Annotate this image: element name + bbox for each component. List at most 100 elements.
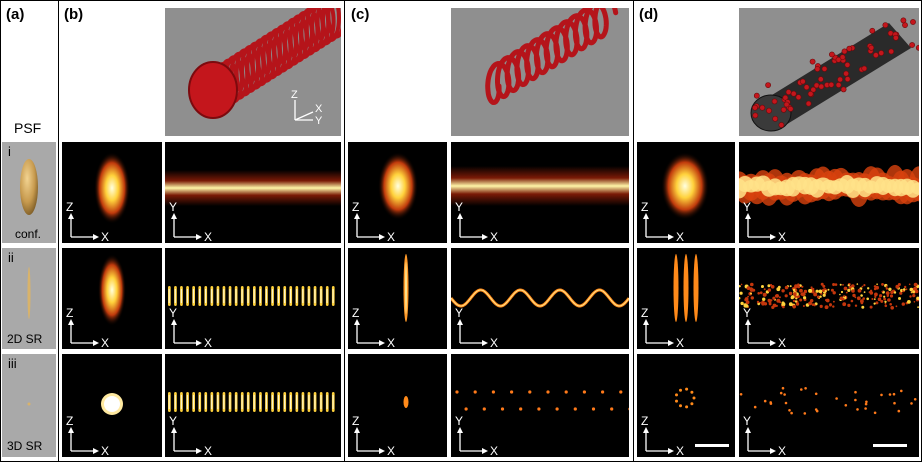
panel-label-b: (b) [64, 6, 84, 23]
confocal-psf-icon [20, 159, 38, 215]
axis-z-label: Z [66, 200, 73, 214]
panel-c-iii-zx [348, 354, 447, 457]
2d-sr-psf-icon [27, 267, 31, 319]
row-name: 3D SR [7, 439, 43, 453]
axis-y-label: Y [743, 414, 751, 428]
row-name: conf. [15, 227, 42, 241]
axis-y-label: Y [743, 200, 751, 214]
axis-x-label: X [387, 444, 395, 455]
axis-x-label: X [490, 230, 498, 241]
axis-x-label: X [778, 336, 786, 347]
axis-x-label: X [204, 230, 212, 241]
axis-x-label: X [101, 336, 109, 347]
axis-y-label: Y [743, 306, 751, 320]
bead-tube-icon [750, 17, 919, 132]
axis-indicator: YX [743, 414, 786, 455]
axis-indicator: ZX [66, 200, 109, 241]
psf-cell-conf: i conf. [2, 142, 56, 243]
axis-x-label: X [204, 444, 212, 455]
axis-x-label: X [676, 444, 684, 455]
axis-indicator: YX [455, 200, 498, 241]
axis-x-label: X [387, 230, 395, 241]
row-tag: ii [8, 250, 14, 265]
solid-tube-icon: Z X Y [188, 8, 341, 127]
axis-indicator: ZX [66, 414, 109, 455]
axis-y-label: Y [455, 306, 463, 320]
axis-indicator: ZX [352, 200, 395, 241]
axis-x-label: X [204, 336, 212, 347]
render-solid-tube: Z X Y [165, 8, 341, 136]
axis-indicator: YX [169, 414, 212, 455]
axis-z-label: Z [66, 306, 73, 320]
axis-indicator: YX [169, 200, 212, 241]
render-helix [451, 8, 629, 136]
panel-b-ii-zx [62, 248, 162, 349]
panel-label-c: (c) [351, 6, 370, 23]
axis-indicator: ZX [641, 414, 684, 455]
axis-indicator: ZX [641, 200, 684, 241]
panel-label-d: (d) [639, 6, 659, 23]
axis-indicator: YX [455, 414, 498, 455]
panel-d-iii-zx [637, 354, 735, 457]
axis-x-label: X [101, 230, 109, 241]
axis-x-label: X [676, 230, 684, 241]
3d-sr-psf-icon [27, 402, 31, 406]
psf-heading: PSF [14, 120, 42, 136]
panel-label-a: (a) [6, 6, 25, 23]
axis-indicator: ZX [352, 306, 395, 347]
axis-x-label: X [676, 336, 684, 347]
panel-d-iii-yx [739, 354, 919, 457]
axis-z-label: Z [641, 414, 648, 428]
panel-b-i-yx [165, 142, 341, 243]
column-divider-c [633, 0, 634, 462]
axis-x-label: X [778, 230, 786, 241]
panel-c-ii-zx [348, 248, 447, 349]
panel-c-i-yx [451, 142, 629, 243]
panel-d-ii-zx [637, 248, 735, 349]
row-name: 2D SR [7, 332, 43, 346]
axis-z-label: Z [66, 414, 73, 428]
axis-z-label: Z [291, 89, 298, 101]
axis-indicator: YX [169, 306, 212, 347]
panel-b-ii-yx [165, 248, 341, 349]
row-tag: i [8, 144, 11, 159]
column-divider-b [344, 0, 345, 462]
axis-x-label: X [387, 336, 395, 347]
panel-b-i-zx [62, 142, 162, 243]
panel-b-iii-zx [62, 354, 162, 457]
panel-b-iii-yx [165, 354, 341, 457]
panel-c-i-zx [348, 142, 447, 243]
panel-c-ii-yx [451, 248, 629, 349]
axis-y-label: Y [315, 115, 323, 127]
axis-indicator: ZX [641, 306, 684, 347]
psf-cell-3dsr: iii 3D SR [2, 354, 56, 457]
axis-y-label: Y [169, 200, 177, 214]
axis-indicator: ZX [352, 414, 395, 455]
axis-z-label: Z [641, 200, 648, 214]
axis-x-label: X [490, 444, 498, 455]
panel-d-i-zx [637, 142, 735, 243]
axis-x-label: X [778, 444, 786, 455]
axis-indicator: YX [743, 200, 786, 241]
column-divider-a [58, 0, 59, 462]
axis-z-label: Z [352, 306, 359, 320]
axis-z-label: Z [352, 414, 359, 428]
axis-x-label: X [490, 336, 498, 347]
axis-indicator: YX [743, 306, 786, 347]
row-tag: iii [8, 356, 17, 371]
axis-y-label: Y [455, 414, 463, 428]
axis-z-label: Z [352, 200, 359, 214]
psf-cell-2dsr: ii 2D SR [2, 248, 56, 349]
axis-y-label: Y [455, 200, 463, 214]
axis-indicator: YX [455, 306, 498, 347]
panel-d-ii-yx [739, 248, 919, 349]
panel-d-i-yx [739, 142, 919, 243]
render-beads [739, 8, 919, 136]
axis-z-label: Z [641, 306, 648, 320]
axis-y-label: Y [169, 414, 177, 428]
axis-x-label: X [315, 103, 323, 115]
helix-tube-icon [485, 8, 619, 106]
panel-c-iii-yx [451, 354, 629, 457]
axis-y-label: Y [169, 306, 177, 320]
